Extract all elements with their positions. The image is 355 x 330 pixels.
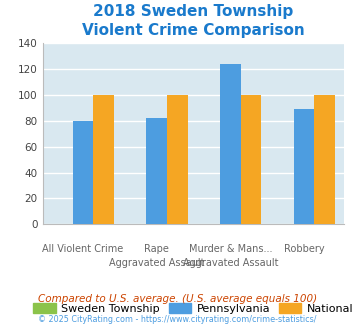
Bar	[73, 121, 93, 224]
Text: © 2025 CityRating.com - https://www.cityrating.com/crime-statistics/: © 2025 CityRating.com - https://www.city…	[38, 315, 317, 324]
Bar	[314, 95, 335, 224]
Bar	[93, 95, 114, 224]
Text: Compared to U.S. average. (U.S. average equals 100): Compared to U.S. average. (U.S. average …	[38, 294, 317, 304]
Legend: Sweden Township, Pennsylvania, National: Sweden Township, Pennsylvania, National	[29, 299, 355, 318]
Text: Robbery: Robbery	[284, 244, 324, 254]
Bar	[167, 95, 187, 224]
Bar	[294, 109, 314, 224]
Text: All Violent Crime: All Violent Crime	[43, 244, 124, 254]
Text: Murder & Mans...: Murder & Mans...	[189, 244, 272, 254]
Bar	[146, 118, 167, 224]
Text: Rape: Rape	[144, 244, 169, 254]
Title: 2018 Sweden Township
Violent Crime Comparison: 2018 Sweden Township Violent Crime Compa…	[82, 4, 305, 38]
Bar	[241, 95, 261, 224]
Text: Aggravated Assault: Aggravated Assault	[109, 258, 204, 268]
Bar	[220, 64, 241, 224]
Text: Aggravated Assault: Aggravated Assault	[182, 258, 278, 268]
